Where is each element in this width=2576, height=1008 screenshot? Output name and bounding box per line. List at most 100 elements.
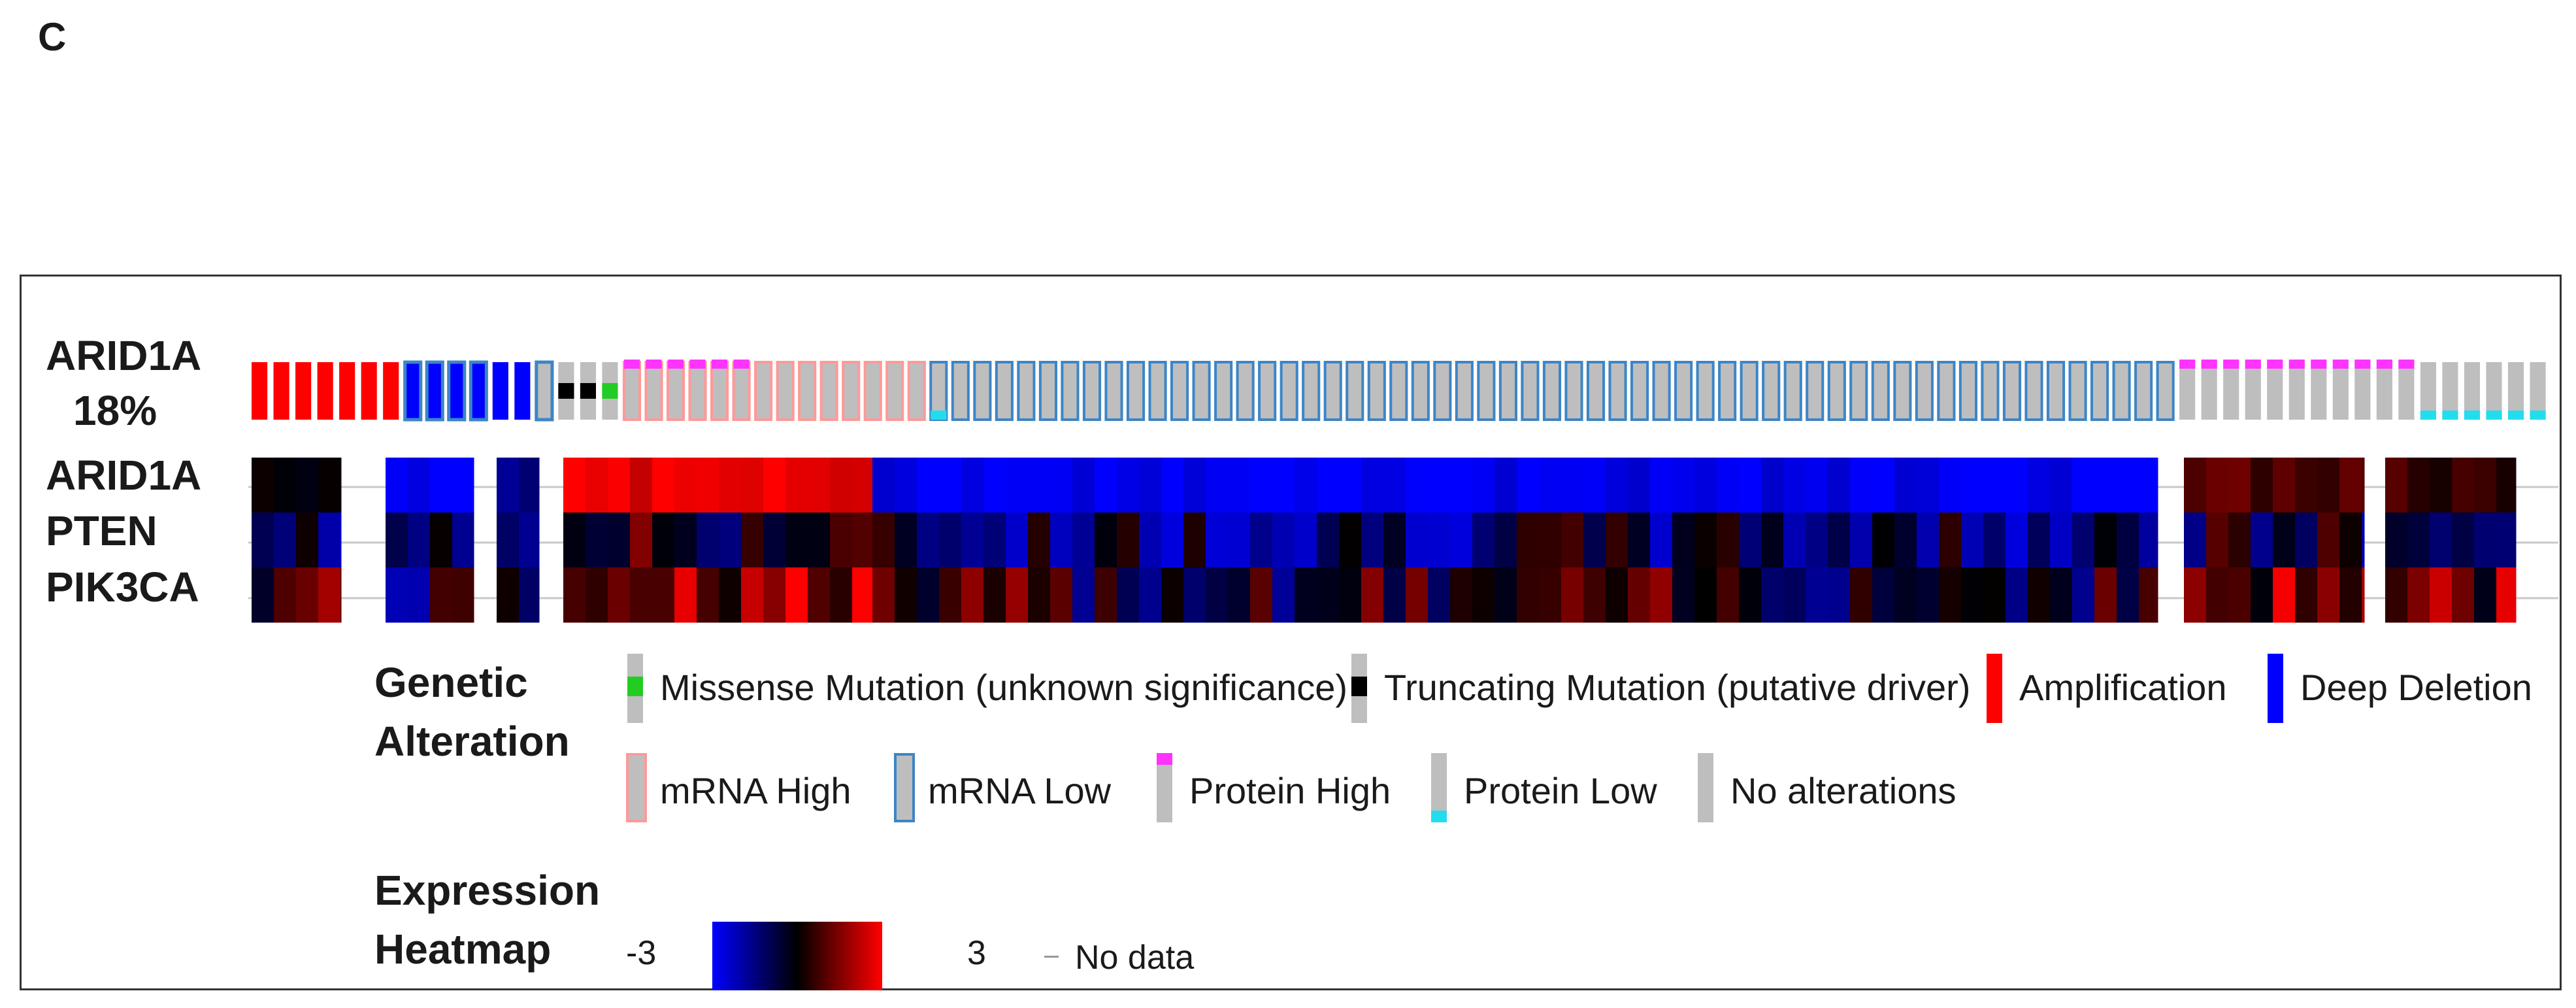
heatmap-cell	[1717, 458, 1740, 513]
heatmap-cell	[939, 512, 962, 568]
heatmap-cell	[608, 567, 631, 623]
heatmap-cell	[1072, 512, 1095, 568]
heatmap-cell	[983, 512, 1006, 568]
heatmap-cell	[1383, 458, 1406, 513]
heatmap-cell	[586, 512, 608, 568]
heatmap-cell	[1406, 512, 1428, 568]
heatmap-cell	[296, 567, 319, 623]
heatmap-cell	[1650, 567, 1673, 623]
heatmap-cell	[2072, 512, 2095, 568]
heatmap-cell	[430, 458, 453, 513]
alteration-cell	[1893, 361, 1912, 421]
alteration-cell	[492, 362, 508, 420]
oncoprint-gene-label: ARID1A	[46, 332, 202, 379]
heatmap-cell	[452, 458, 474, 513]
heatmap-cell	[2407, 567, 2430, 623]
heatmap-cell	[2496, 512, 2517, 568]
heatmap-cell	[1339, 567, 1362, 623]
heatmap-cell	[1228, 567, 1251, 623]
heatmap-cell	[1739, 512, 1762, 568]
alteration-cell	[1958, 361, 1977, 421]
heatmap-cell	[2317, 512, 2340, 568]
alteration-cell	[1258, 361, 1277, 421]
alteration-cell	[688, 361, 707, 421]
heatmap-cell	[563, 567, 586, 623]
heatmap-cell	[1006, 458, 1029, 513]
heatmap-cell	[763, 512, 786, 568]
heatmap-cell	[2206, 567, 2229, 623]
heatmap-cell	[1783, 512, 1806, 568]
heatmap-cell	[2139, 512, 2158, 568]
heatmap-cell	[1939, 512, 1962, 568]
alteration-cell	[1389, 361, 1408, 421]
heatmap-cell	[785, 567, 808, 623]
heatmap-cell	[2050, 512, 2073, 568]
heatmap-cell	[1317, 567, 1340, 623]
alteration-cell	[1302, 361, 1321, 421]
heatmap-cell	[1206, 458, 1229, 513]
heatmap-cell	[2362, 567, 2365, 623]
heatmap-cell	[785, 458, 808, 513]
alteration-cell	[2046, 361, 2066, 421]
heatmap-cell	[719, 512, 742, 568]
heatmap-cell	[1028, 458, 1051, 513]
alteration-cell	[1981, 361, 2000, 421]
alteration-cell	[1477, 361, 1496, 421]
heatmap-cell	[1206, 567, 1229, 623]
alteration-cell	[2442, 362, 2458, 420]
alteration-cell	[447, 360, 467, 422]
heatmap-cell	[2430, 458, 2452, 513]
alteration-cell	[1498, 361, 1517, 421]
alteration-cell	[1740, 361, 1759, 421]
heatmap-cell	[1717, 567, 1740, 623]
alteration-cell	[1236, 361, 1255, 421]
heatmap-cell	[1050, 567, 1073, 623]
alteration-cell	[732, 361, 751, 421]
heatmap-cell	[1606, 567, 1628, 623]
alteration-cell	[1367, 361, 1386, 421]
heatmap-cell	[296, 512, 319, 568]
alteration-cell	[951, 361, 970, 421]
heatmap-cell	[2206, 458, 2229, 513]
alteration-cell	[273, 362, 289, 420]
heatmap-cell	[1917, 458, 1940, 513]
heatmap-cell	[1828, 567, 1851, 623]
heatmap-cell	[1272, 567, 1295, 623]
heatmap-cell	[872, 512, 895, 568]
alteration-cell	[644, 361, 663, 421]
heatmap-cell	[1872, 567, 1895, 623]
heatmap-cell	[674, 458, 697, 513]
heatmap-cell	[2117, 458, 2139, 513]
alteration-cell	[2002, 361, 2022, 421]
heatmap-cell	[1450, 458, 1473, 513]
heatmap-cell	[1894, 567, 1917, 623]
alteration-mark	[2464, 411, 2481, 420]
heatmap-cell	[1850, 512, 1873, 568]
heatmap-cell	[1939, 458, 1962, 513]
heatmap-cell	[2295, 458, 2318, 513]
heatmap-cell	[1761, 458, 1784, 513]
heatmap-cell	[872, 567, 895, 623]
heatmap-cell	[2184, 512, 2207, 568]
heatmap-cell	[1961, 567, 1984, 623]
alteration-cell	[1915, 361, 1934, 421]
heatmap-cell	[2273, 512, 2296, 568]
alteration-cell	[995, 361, 1014, 421]
alteration-cell	[1280, 361, 1298, 421]
alteration-cell	[514, 362, 531, 420]
heatmap-cell	[1694, 567, 1717, 623]
alteration-cell	[666, 361, 685, 421]
alteration-cell	[2530, 362, 2546, 420]
heatmap-cell	[563, 512, 586, 568]
alteration-cell	[2267, 362, 2283, 420]
heatmap-cell	[386, 458, 408, 513]
heatmap-cell	[1628, 458, 1651, 513]
heatmap-cell	[1317, 512, 1340, 568]
heatmap-cell	[1339, 458, 1362, 513]
alteration-cell	[425, 360, 444, 422]
alteration-mark	[931, 411, 947, 420]
alteration-cell	[2486, 362, 2502, 420]
heatmap-cell	[961, 512, 984, 568]
heatmap-cell	[497, 458, 520, 513]
heatmap-cell	[452, 567, 474, 623]
